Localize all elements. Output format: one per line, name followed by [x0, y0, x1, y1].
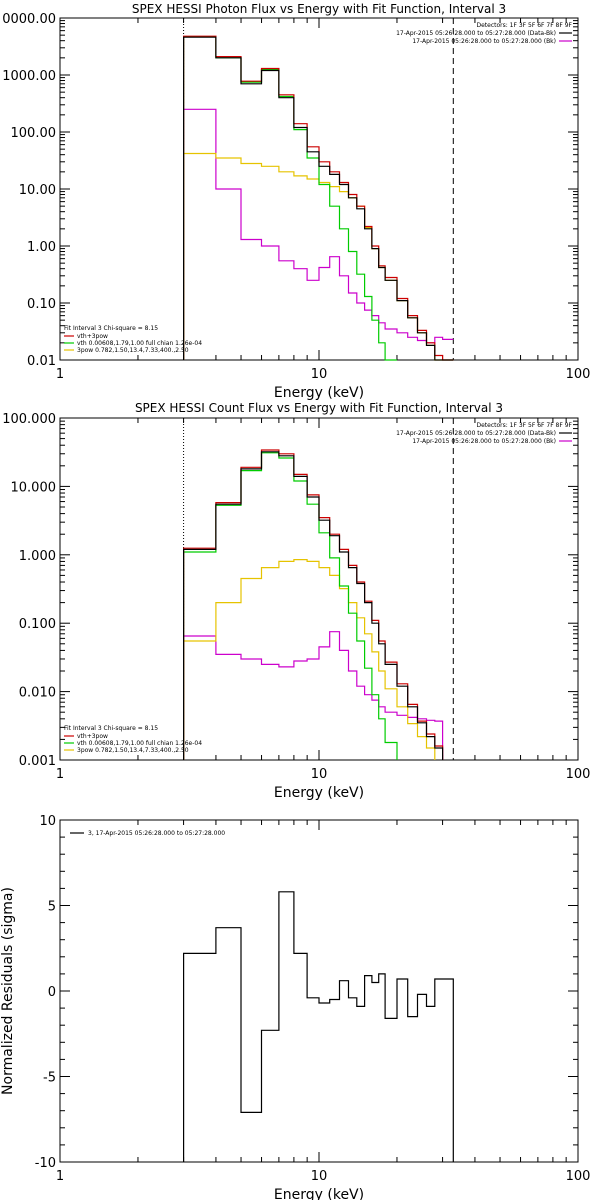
- p2-legend-entry-text: 17-Apr-2015 05:26:28.000 to 05:27:28.000…: [396, 430, 556, 437]
- p1-legend-entry-text: 17-Apr-2015 05:26:28.000 to 05:27:28.000…: [396, 30, 556, 37]
- p2-series-3pow: [183, 559, 436, 760]
- p1-x-tick-label: 100: [566, 367, 591, 382]
- p1-x-axis-label: Energy (keV): [274, 385, 364, 401]
- p3-x-tick-label: 10: [311, 1169, 328, 1184]
- p1-axes-frame: [59, 17, 579, 361]
- p1-fit-legend-text: 3pow 0.782,1.50,13.4,7.33,400.,2.50: [77, 347, 189, 354]
- p1-y-tick-label: 100.00: [11, 126, 57, 141]
- p2-x-axis-label: Energy (keV): [274, 785, 364, 801]
- p1-series-bk: [183, 108, 454, 360]
- p2-x-tick-label: 100: [566, 767, 591, 782]
- p1-x-tick-label: 10: [311, 367, 328, 382]
- p3-y-tick-label: -10: [35, 1156, 56, 1171]
- p1-y-tick-label: 0.10: [27, 297, 56, 312]
- p3-x-tick-label: 1: [56, 1169, 64, 1184]
- p1-y-tick-label: 0.01: [27, 354, 56, 369]
- p1-legend-entry-text: 17-Apr-2015 05:26:28.000 to 05:27:28.000…: [412, 38, 556, 45]
- p2-y-tick-label: 1.000: [19, 549, 56, 564]
- p2-detectors-label: Detectors: 1F 3F 5F 6F 7F 8F 9F: [476, 422, 572, 429]
- p1-title: SPEX HESSI Photon Flux vs Energy with Fi…: [132, 2, 506, 16]
- p2-series-bk: [183, 631, 444, 760]
- p3-x-tick-label: 100: [566, 1169, 591, 1184]
- p3-legend-text: 3, 17-Apr-2015 05:26:28.000 to 05:27:28.…: [88, 830, 225, 837]
- p1-y-tick-label: 1000.00: [2, 69, 56, 84]
- p2-fit-legend-text: vth+3pow: [77, 733, 108, 740]
- p2-y-tick-label: 10.000: [11, 480, 57, 495]
- p2-y-tick-label: 100.000: [2, 412, 56, 427]
- p1-series-vth-3pow: [183, 35, 454, 361]
- p2-y-tick-label: 0.100: [19, 617, 56, 632]
- p2-fit-legend-text: vth 0.00608,1.79,1.00 full chian 1.26e-0…: [77, 740, 202, 747]
- p1-detectors-label: Detectors: 1F 3F 5F 6F 7F 8F 9F: [476, 22, 572, 29]
- p3-y-axis-label: Normalized Residuals (sigma): [0, 887, 16, 1095]
- p3-axes-frame: [59, 819, 579, 1163]
- p1-series-vth: [183, 36, 397, 361]
- p1-y-tick-label: 0000.00: [2, 12, 56, 27]
- p2-title: SPEX HESSI Count Flux vs Energy with Fit…: [135, 401, 503, 415]
- p3-y-tick-label: -5: [43, 1071, 56, 1086]
- p1-fit-legend-text: vth 0.00608,1.79,1.00 full chian 1.26e-0…: [77, 340, 202, 347]
- p2-fit-legend-text: 3pow 0.782,1.50,13.4,7.33,400.,2.50: [77, 747, 189, 754]
- p3-y-tick-label: 5: [48, 900, 56, 915]
- p3-x-axis-label: Energy (keV): [274, 1187, 364, 1200]
- p1-fit-legend-text: vth+3pow: [77, 333, 108, 340]
- p2-series-vth-3pow: [183, 449, 444, 760]
- p2-series-vth: [183, 452, 398, 760]
- p2-x-tick-label: 1: [56, 767, 64, 782]
- p1-y-tick-label: 10.00: [19, 183, 56, 198]
- p3-y-tick-label: 0: [48, 985, 56, 1000]
- p1-x-tick-label: 1: [56, 367, 64, 382]
- p3-series-3-17-apr-2015-05-26-28-000-to-05-27-28-000: [183, 891, 454, 1162]
- p3-y-tick-label: 10: [39, 814, 56, 829]
- p1-fit-legend-header: Fit Interval 3 Chi-square = 8.15: [64, 325, 158, 332]
- p2-fit-legend-header: Fit Interval 3 Chi-square = 8.15: [64, 725, 158, 732]
- p2-y-tick-label: 0.001: [19, 754, 56, 769]
- p2-series-data-bk: [183, 451, 444, 760]
- p1-series-data-bk: [183, 36, 454, 361]
- p2-y-tick-label: 0.010: [19, 686, 56, 701]
- p1-y-tick-label: 1.00: [27, 240, 56, 255]
- p2-x-tick-label: 10: [311, 767, 328, 782]
- p2-axes-frame: [59, 417, 579, 761]
- p2-legend-entry-text: 17-Apr-2015 05:26:28.000 to 05:27:28.000…: [412, 438, 556, 445]
